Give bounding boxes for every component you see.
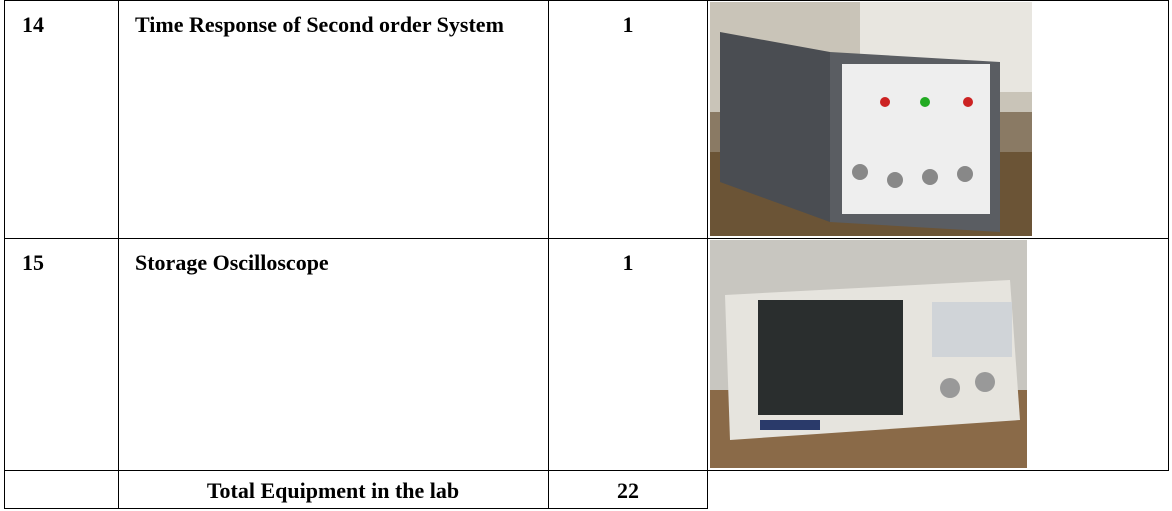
serial-number: 15 xyxy=(22,250,44,275)
table-border xyxy=(118,0,119,509)
table-border xyxy=(548,0,549,509)
table-border xyxy=(4,238,1169,239)
table-border xyxy=(4,508,708,509)
table-border xyxy=(1168,0,1169,471)
total-label: Total Equipment in the lab xyxy=(206,478,460,503)
serial-number: 14 xyxy=(22,12,44,37)
equipment-name: Time Response of Second order System xyxy=(135,12,504,37)
table-border xyxy=(4,0,5,509)
quantity: 1 xyxy=(622,12,634,37)
total-value: 22 xyxy=(617,478,639,503)
table-border xyxy=(4,470,1169,471)
equipment-name: Storage Oscilloscope xyxy=(135,250,329,275)
quantity: 1 xyxy=(622,250,634,275)
table-border xyxy=(4,0,1169,1)
equipment-photo xyxy=(710,2,1032,236)
equipment-photo xyxy=(710,240,1027,468)
table-border xyxy=(707,0,708,509)
